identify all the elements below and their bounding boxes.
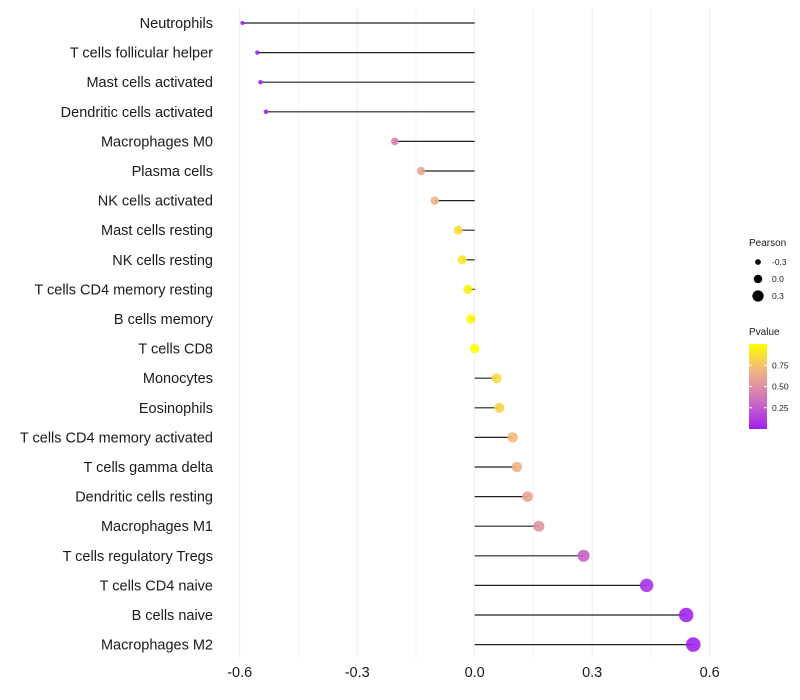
legend-pearson-title: Pearson [749, 238, 786, 249]
point [469, 343, 480, 354]
point [240, 20, 245, 26]
legend-pvalue-title: Pvalue [749, 327, 780, 338]
point [258, 79, 263, 85]
x-tick-label: 0.6 [700, 665, 720, 681]
point [390, 137, 399, 146]
y-axis-labels: Neutrophils T cells follicular helper Mast… [20, 16, 214, 654]
points [240, 20, 701, 652]
x-tick-label: 0.3 [582, 665, 602, 681]
point [263, 109, 269, 115]
point [494, 402, 505, 413]
y-tick-label: T cells CD4 naive [100, 578, 213, 594]
y-tick-label: Neutrophils [140, 16, 213, 32]
y-tick-label: Eosinophils [139, 401, 213, 417]
point [453, 225, 463, 235]
legend-pvalue: Pvalue 0.75 0.50 0.25 [749, 327, 789, 429]
y-tick-label: Monocytes [143, 371, 213, 387]
point [533, 520, 545, 532]
point [522, 491, 533, 502]
point [639, 578, 654, 593]
point [255, 50, 260, 55]
grid-lines [239, 8, 711, 658]
legend-size-label: -0.3 [772, 257, 787, 267]
y-tick-label: Macrophages M0 [101, 134, 213, 150]
point [463, 284, 473, 295]
y-tick-label: T cells CD4 memory resting [34, 282, 213, 298]
stems [242, 22, 694, 646]
y-tick-label: Dendritic cells activated [61, 105, 213, 121]
legend-size-key [752, 290, 764, 302]
point [416, 166, 426, 176]
y-tick-label: Dendritic cells resting [75, 490, 213, 506]
y-tick-label: Mast cells activated [86, 75, 213, 91]
point [678, 607, 694, 623]
colorbar-label: 0.25 [772, 403, 789, 413]
legend-size-key [755, 259, 761, 265]
y-tick-label: Plasma cells [132, 164, 213, 180]
y-tick-label: NK cells resting [112, 253, 213, 269]
legend-size-label: 0.3 [772, 291, 784, 301]
y-tick-label: B cells memory [114, 312, 214, 328]
point [511, 461, 523, 473]
x-tick-label: -0.6 [227, 665, 252, 681]
point [685, 637, 701, 652]
y-tick-label: Macrophages M1 [101, 519, 213, 535]
x-axis-tick-labels: -0.6 -0.3 0.0 0.3 0.6 [227, 665, 720, 681]
y-tick-label: T cells CD8 [138, 342, 213, 358]
y-tick-label: T cells regulatory Tregs [63, 549, 213, 565]
legend-size-label: 0.0 [772, 274, 784, 284]
point [507, 432, 518, 443]
y-tick-label: Macrophages M2 [101, 638, 213, 654]
point [466, 314, 476, 324]
point [457, 255, 467, 265]
y-tick-label: NK cells activated [98, 194, 213, 210]
y-tick-label: T cells gamma delta [84, 460, 214, 476]
y-tick-label: T cells CD4 memory activated [20, 430, 213, 446]
point [577, 549, 590, 562]
y-tick-label: T cells follicular helper [70, 46, 213, 62]
pvalue-colorbar [749, 344, 767, 429]
y-tick-label: Mast cells resting [101, 223, 213, 239]
colorbar-label: 0.50 [772, 382, 789, 392]
x-tick-label: -0.3 [345, 665, 370, 681]
legend-size-key [753, 274, 763, 284]
point [430, 196, 440, 205]
y-tick-label: B cells naive [132, 608, 213, 624]
x-tick-label: 0.0 [465, 665, 485, 681]
legend-pearson: Pearson -0.3 0.0 0.3 [749, 238, 787, 302]
point [491, 373, 502, 384]
colorbar-label: 0.75 [772, 360, 789, 370]
